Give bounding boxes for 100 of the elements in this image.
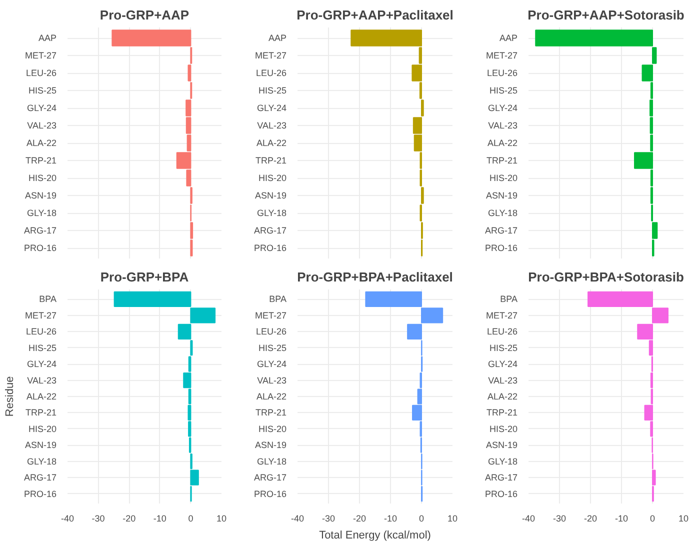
y-tick-label: VAL-23	[488, 120, 518, 130]
y-tick-label: BPA	[39, 294, 57, 304]
y-tick-label: GLY-18	[26, 208, 57, 218]
y-tick-label: GLY-24	[26, 103, 57, 113]
y-tick-label: GLY-24	[256, 359, 287, 370]
y-tick-label: ARG-17	[484, 472, 518, 483]
x-axis-title: Total Energy (kcal/mol)	[319, 530, 431, 542]
y-tick-label: HIS-20	[28, 173, 57, 183]
chart-title: Pro-GRP+BPA+Sotorasib	[528, 270, 684, 284]
chart-title: Pro-GRP+AAP	[100, 8, 190, 22]
y-tick-label: ASN-19	[486, 190, 518, 200]
y-tick-label: ALA-22	[487, 138, 518, 148]
y-tick-label: PRO-16	[254, 243, 287, 253]
y-tick-label: ALA-22	[256, 392, 287, 402]
y-tick-label: ASN-19	[254, 440, 286, 450]
y-tick-label: BPA	[269, 294, 287, 304]
x-tick-label: 0	[650, 514, 656, 524]
y-tick-label: HIS-25	[28, 342, 57, 353]
chart-title: Pro-GRP+BPA+Paclitaxel	[297, 270, 453, 284]
y-tick-label: ALA-22	[26, 392, 57, 402]
y-tick-label: HIS-25	[258, 86, 287, 96]
y-tick-label: HIS-20	[258, 173, 287, 183]
y-tick-label: LEU-26	[256, 68, 286, 78]
y-tick-label: TRP-21	[486, 156, 518, 166]
y-tick-label: VAL-23	[27, 120, 57, 130]
x-tick-label: -30	[322, 514, 336, 524]
x-tick-label: 0	[188, 514, 194, 524]
x-tick-label: -20	[352, 514, 366, 524]
y-tick-label: GLY-24	[26, 359, 57, 370]
y-tick-label: ARG-17	[484, 226, 518, 236]
y-tick-label: MET-27	[254, 310, 287, 320]
y-tick-label: ARG-17	[24, 472, 57, 483]
y-tick-label: TRP-21	[255, 408, 287, 418]
y-tick-label: ASN-19	[24, 440, 56, 450]
x-tick-label: -20	[122, 514, 136, 524]
y-tick-label: LEU-26	[486, 326, 518, 337]
y-tick-label: HIS-25	[489, 342, 518, 353]
y-tick-label: ARG-17	[24, 226, 57, 236]
x-tick-label: -30	[552, 514, 566, 524]
y-tick-label: VAL-23	[488, 375, 518, 386]
y-tick-label: MET-27	[24, 310, 57, 320]
y-tick-label: TRP-21	[255, 156, 287, 166]
y-tick-label: GLY-18	[256, 456, 287, 466]
y-tick-label: VAL-23	[257, 120, 287, 130]
x-tick-label: -10	[614, 514, 628, 524]
x-tick-label: -10	[384, 514, 398, 524]
y-tick-label: AAP	[499, 33, 518, 43]
x-tick-label: 10	[678, 514, 689, 524]
x-tick-label: -40	[290, 514, 304, 524]
y-tick-label: GLY-18	[488, 208, 518, 218]
y-tick-label: LEU-26	[26, 326, 56, 337]
y-tick-label: LEU-26	[486, 68, 518, 78]
y-tick-label: HIS-20	[28, 424, 57, 434]
y-axis-title: Residue	[4, 376, 16, 417]
y-tick-label: ALA-22	[487, 392, 518, 402]
y-tick-label: ARG-17	[254, 472, 287, 483]
y-tick-label: MET-27	[254, 50, 287, 60]
y-tick-label: ALA-22	[26, 138, 57, 148]
y-tick-label: ASN-19	[486, 440, 518, 450]
x-tick-label: -20	[584, 514, 598, 524]
x-tick-label: -40	[522, 514, 536, 524]
y-tick-label: HIS-25	[489, 86, 518, 96]
y-tick-label: ARG-17	[254, 226, 287, 236]
y-tick-label: HIS-20	[489, 173, 518, 183]
y-tick-label: MET-27	[486, 310, 518, 320]
y-tick-label: PRO-16	[254, 488, 287, 499]
y-tick-label: PRO-16	[24, 243, 57, 253]
y-tick-label: TRP-21	[25, 156, 57, 166]
y-tick-label: HIS-20	[489, 424, 518, 434]
x-tick-label: 0	[418, 514, 424, 524]
y-tick-label: AAP	[268, 33, 287, 43]
y-tick-label: GLY-18	[488, 456, 518, 466]
y-tick-label: GLY-18	[26, 456, 57, 466]
y-tick-label: HIS-25	[28, 86, 57, 96]
y-tick-label: PRO-16	[484, 243, 518, 253]
y-tick-label: ASN-19	[24, 190, 56, 200]
chart-title: Pro-GRP+BPA	[100, 270, 190, 284]
y-tick-label: GLY-24	[256, 103, 287, 113]
x-tick-label: -40	[60, 514, 74, 524]
y-tick-label: GLY-24	[488, 103, 518, 113]
y-tick-label: TRP-21	[25, 408, 57, 418]
y-tick-label: LEU-26	[26, 68, 56, 78]
y-tick-label: MET-27	[486, 50, 518, 60]
y-tick-label: HIS-20	[258, 424, 287, 434]
x-tick-label: 10	[447, 514, 458, 524]
y-tick-label: VAL-23	[27, 375, 57, 386]
y-tick-label: PRO-16	[484, 488, 518, 499]
x-tick-label: 10	[216, 514, 227, 524]
y-tick-label: LEU-26	[256, 326, 286, 337]
y-tick-label: PRO-16	[24, 488, 57, 499]
y-tick-label: MET-27	[24, 50, 57, 60]
chart-title: Pro-GRP+AAP+Paclitaxel	[296, 8, 454, 22]
y-tick-label: GLY-18	[256, 208, 287, 218]
x-tick-label: -30	[92, 514, 105, 524]
y-tick-label: TRP-21	[486, 408, 518, 418]
chart-title: Pro-GRP+AAP+Sotorasib	[528, 8, 684, 22]
y-tick-label: GLY-24	[488, 359, 518, 370]
y-tick-label: VAL-23	[257, 375, 287, 386]
x-tick-label: -10	[153, 514, 166, 524]
y-tick-label: ASN-19	[254, 190, 286, 200]
